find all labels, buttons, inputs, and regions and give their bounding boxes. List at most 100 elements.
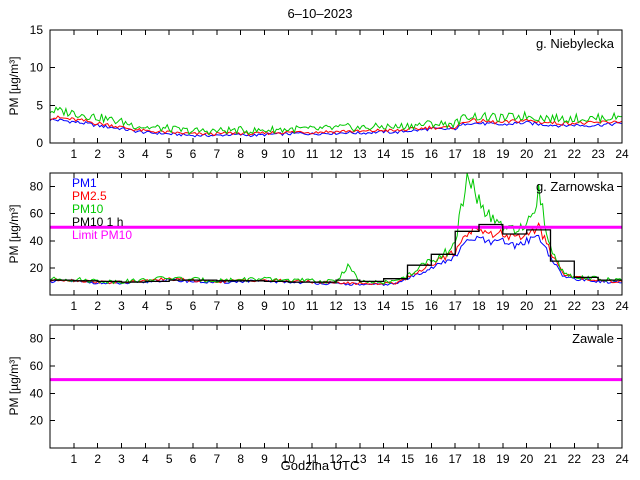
svg-text:10: 10 [282, 452, 296, 466]
svg-text:18: 18 [472, 299, 486, 313]
svg-text:10: 10 [30, 61, 44, 75]
svg-text:16: 16 [425, 147, 439, 161]
svg-text:21: 21 [544, 299, 558, 313]
svg-text:24: 24 [615, 452, 629, 466]
station-label-zawale: Zawale [572, 331, 614, 346]
svg-text:8: 8 [237, 299, 244, 313]
svg-text:17: 17 [448, 147, 462, 161]
y-axis-label-bottom: PM [µg/m³] [7, 356, 21, 416]
y-axis-label-middle: PM [µg/m³] [7, 204, 21, 264]
svg-text:40: 40 [30, 234, 44, 248]
svg-text:11: 11 [306, 147, 319, 161]
legend: PM1 PM2.5 PM10 PM10 1 h Limit PM10 [72, 177, 132, 242]
svg-text:21: 21 [544, 452, 558, 466]
svg-text:1: 1 [70, 299, 77, 313]
svg-text:4: 4 [142, 147, 149, 161]
station-label-zarnowska: g. Zarnowska [535, 179, 614, 194]
svg-text:15: 15 [30, 23, 44, 37]
svg-text:17: 17 [448, 299, 462, 313]
svg-text:5: 5 [166, 452, 173, 466]
legend-item: PM1 [72, 176, 97, 190]
svg-text:11: 11 [306, 452, 319, 466]
svg-text:10: 10 [282, 299, 296, 313]
svg-text:7: 7 [213, 147, 220, 161]
svg-text:16: 16 [425, 452, 439, 466]
station-label-niebylecka: g. Niebylecka [535, 36, 614, 51]
chart-title: 6–10–2023 [287, 6, 353, 21]
svg-text:22: 22 [568, 147, 582, 161]
svg-text:7: 7 [213, 452, 220, 466]
svg-text:14: 14 [377, 299, 391, 313]
svg-text:24: 24 [615, 299, 629, 313]
svg-text:7: 7 [213, 299, 220, 313]
svg-text:60: 60 [30, 207, 44, 221]
svg-text:15: 15 [401, 147, 415, 161]
svg-text:16: 16 [425, 299, 439, 313]
svg-text:12: 12 [329, 147, 343, 161]
svg-text:20: 20 [520, 147, 534, 161]
svg-text:21: 21 [544, 147, 558, 161]
svg-text:13: 13 [353, 147, 367, 161]
svg-text:5: 5 [166, 299, 173, 313]
svg-text:6: 6 [190, 299, 197, 313]
svg-text:19: 19 [496, 452, 510, 466]
svg-text:80: 80 [30, 332, 44, 346]
svg-text:6: 6 [190, 452, 197, 466]
svg-text:2: 2 [94, 452, 101, 466]
svg-text:8: 8 [237, 452, 244, 466]
svg-text:13: 13 [353, 299, 367, 313]
svg-text:15: 15 [401, 452, 415, 466]
svg-text:2: 2 [94, 147, 101, 161]
svg-text:9: 9 [261, 452, 268, 466]
legend-item: PM2.5 [72, 189, 107, 203]
svg-text:18: 18 [472, 452, 486, 466]
svg-text:9: 9 [261, 147, 268, 161]
svg-text:20: 20 [520, 452, 534, 466]
y-axis-label-top: PM [µg/m³] [7, 56, 21, 116]
legend-item: PM10 [72, 202, 104, 216]
svg-text:15: 15 [401, 299, 415, 313]
svg-text:20: 20 [30, 414, 44, 428]
svg-text:2: 2 [94, 299, 101, 313]
svg-text:18: 18 [472, 147, 486, 161]
svg-text:19: 19 [496, 147, 510, 161]
svg-text:23: 23 [591, 299, 605, 313]
svg-text:8: 8 [237, 147, 244, 161]
svg-text:4: 4 [142, 452, 149, 466]
svg-text:20: 20 [520, 299, 534, 313]
svg-text:14: 14 [377, 147, 391, 161]
legend-item: Limit PM10 [72, 228, 133, 242]
svg-text:12: 12 [329, 452, 343, 466]
svg-text:24: 24 [615, 147, 629, 161]
svg-text:12: 12 [329, 299, 343, 313]
svg-text:20: 20 [30, 261, 44, 275]
svg-text:14: 14 [377, 452, 391, 466]
svg-text:5: 5 [36, 98, 43, 112]
svg-text:60: 60 [30, 359, 44, 373]
svg-text:9: 9 [261, 299, 268, 313]
svg-text:3: 3 [118, 452, 125, 466]
svg-text:3: 3 [118, 299, 125, 313]
svg-text:13: 13 [353, 452, 367, 466]
svg-text:1: 1 [70, 452, 77, 466]
svg-text:4: 4 [142, 299, 149, 313]
svg-text:23: 23 [591, 147, 605, 161]
svg-text:80: 80 [30, 180, 44, 194]
svg-text:22: 22 [568, 299, 582, 313]
legend-item: PM10 1 h [72, 215, 124, 229]
svg-text:3: 3 [118, 147, 125, 161]
svg-text:11: 11 [306, 299, 319, 313]
svg-text:23: 23 [591, 452, 605, 466]
svg-text:10: 10 [282, 147, 296, 161]
svg-text:1: 1 [70, 147, 77, 161]
svg-text:19: 19 [496, 299, 510, 313]
svg-text:17: 17 [448, 452, 462, 466]
svg-text:0: 0 [36, 136, 43, 150]
svg-text:6: 6 [190, 147, 197, 161]
x-axis-label: Godzina UTC [280, 458, 360, 473]
svg-text:40: 40 [30, 386, 44, 400]
svg-text:5: 5 [166, 147, 173, 161]
svg-text:22: 22 [568, 452, 582, 466]
